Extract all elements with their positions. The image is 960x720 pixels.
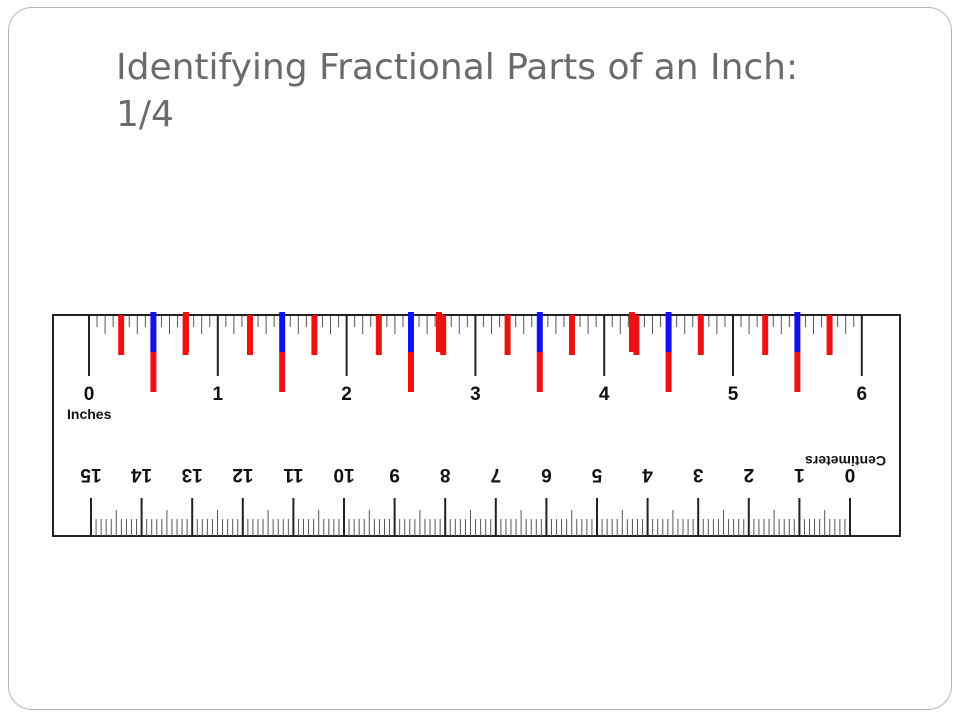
- centimeter-scale: [90, 498, 851, 536]
- centimeter-label: 9: [389, 464, 400, 485]
- centimeter-label: 4: [642, 464, 653, 485]
- quarter-inch-mark: [247, 315, 253, 355]
- inch-label: 4: [599, 384, 610, 405]
- quarter-inch-highlights: [118, 312, 833, 392]
- quarter-inch-mark: [375, 315, 382, 355]
- half-inch-mark-lower: [536, 352, 543, 392]
- half-inch-mark: [408, 312, 414, 352]
- inch-labels: 0 1 2 3 4 5 6: [84, 384, 867, 405]
- half-inch-mark-lower: [794, 352, 801, 392]
- centimeter-label: 10: [333, 464, 354, 485]
- quarter-inch-mark: [826, 315, 833, 355]
- inch-label: 0: [84, 384, 95, 405]
- centimeter-label: 5: [591, 464, 602, 485]
- centimeters-unit-label: Centimeters: [805, 453, 886, 469]
- quarter-inch-mark: [569, 315, 575, 355]
- centimeter-label: 6: [541, 464, 552, 485]
- inches-unit-label: Inches: [67, 406, 112, 422]
- half-inch-mark: [150, 312, 157, 352]
- ruler-body: [52, 314, 901, 537]
- centimeter-label: 2: [744, 464, 755, 485]
- centimeter-labels: 15 14 13 12 11 10 9 8 7 6 5 4 3 2 1 0: [80, 464, 855, 485]
- centimeter-label: 13: [182, 464, 203, 485]
- half-inch-mark-lower: [279, 352, 286, 392]
- centimeter-label: 12: [232, 464, 253, 485]
- centimeter-label: 0: [845, 464, 856, 485]
- quarter-inch-mark: [762, 315, 769, 355]
- quarter-inch-mark: [183, 312, 189, 352]
- centimeter-label: 14: [131, 464, 153, 485]
- inch-label: 2: [341, 384, 352, 405]
- quarter-inch-mark: [118, 315, 125, 355]
- quarter-inch-mark: [311, 315, 318, 355]
- half-inch-mark: [536, 312, 543, 352]
- centimeter-label: 8: [440, 464, 451, 485]
- inch-label: 1: [213, 384, 224, 405]
- quarter-inch-mark: [697, 315, 704, 355]
- half-inch-mark: [794, 312, 801, 352]
- half-inch-mark-lower: [408, 352, 414, 392]
- centimeter-label: 7: [491, 464, 502, 485]
- centimeter-label: 3: [693, 464, 704, 485]
- quarter-inch-mark: [629, 312, 635, 352]
- quarter-inch-mark: [504, 315, 511, 355]
- half-inch-mark-lower: [150, 352, 157, 392]
- half-inch-mark: [665, 312, 672, 352]
- half-inch-mark-lower: [665, 352, 672, 392]
- quarter-inch-mark: [633, 315, 640, 355]
- inch-label: 3: [470, 384, 481, 405]
- quarter-inch-mark: [440, 315, 447, 355]
- centimeter-label: 15: [80, 464, 102, 485]
- centimeter-label: 11: [283, 464, 304, 485]
- centimeter-label: 1: [794, 464, 805, 485]
- inch-label: 6: [857, 384, 868, 405]
- half-inch-mark: [279, 312, 286, 352]
- quarter-inch-mark: [436, 312, 442, 352]
- inch-label: 5: [728, 384, 739, 405]
- slide-title: Identifying Fractional Parts of an Inch:…: [116, 47, 799, 135]
